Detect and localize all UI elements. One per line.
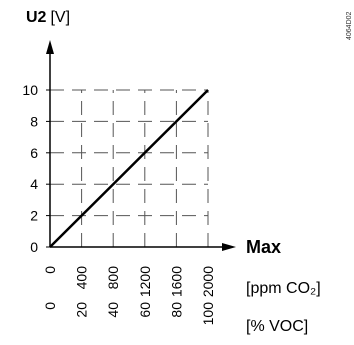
y-axis-label: U2 [V] bbox=[26, 9, 70, 26]
y-axis-arrow bbox=[46, 40, 54, 54]
x-tick-label-co2: 2000 bbox=[200, 266, 216, 297]
y-tick-label: 0 bbox=[30, 239, 38, 255]
x-tick-label-voc: 0 bbox=[42, 302, 58, 310]
y-tick-label: 6 bbox=[30, 145, 38, 161]
y-tick-label: 8 bbox=[30, 113, 38, 129]
x-tick-label-voc: 60 bbox=[137, 302, 153, 318]
x-axis-label: Max bbox=[246, 237, 281, 257]
y-tick-label: 2 bbox=[30, 208, 38, 224]
x-tick-label-voc: 80 bbox=[168, 302, 184, 318]
series-line bbox=[49, 89, 209, 248]
x-tick-label-voc: 100 bbox=[200, 302, 216, 326]
y-tick-label: 10 bbox=[22, 82, 38, 98]
x-axis-unit-co2: [ppm CO₂] bbox=[246, 280, 321, 297]
grid-lines bbox=[50, 89, 209, 247]
x-tick-label-co2: 0 bbox=[42, 266, 58, 274]
document-id: 4064D02 bbox=[346, 11, 353, 40]
y-tick-label: 4 bbox=[30, 176, 38, 192]
x-tick-labels: 0 400 800 1200 1600 2000 0 20 40 60 80 100 bbox=[42, 266, 216, 326]
x-tick-label-co2: 1200 bbox=[137, 266, 153, 297]
series-lines bbox=[49, 89, 209, 248]
y-tick-labels: 0 2 4 6 8 10 bbox=[22, 82, 38, 255]
x-tick-label-voc: 20 bbox=[74, 302, 90, 318]
axes bbox=[46, 40, 236, 251]
x-tick-label-co2: 400 bbox=[74, 266, 90, 290]
x-axis-arrow bbox=[222, 243, 236, 251]
x-axis-unit-voc: [% VOC] bbox=[246, 318, 308, 335]
x-tick-label-voc: 40 bbox=[105, 302, 121, 318]
x-tick-label-co2: 800 bbox=[105, 266, 121, 290]
x-tick-label-co2: 1600 bbox=[168, 266, 184, 297]
